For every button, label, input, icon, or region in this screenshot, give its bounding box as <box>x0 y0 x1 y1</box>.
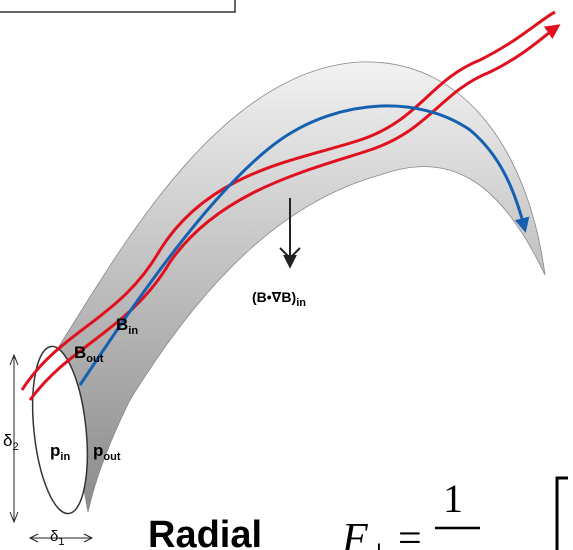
formula: = <box>398 516 422 550</box>
bracket <box>555 476 568 550</box>
label: pin <box>50 441 70 463</box>
label: Bout <box>74 343 104 365</box>
label: Bin <box>116 315 138 337</box>
label: pout <box>93 441 121 463</box>
frame <box>0 0 236 13</box>
label: δ1 <box>50 528 64 548</box>
field-line-out <box>20 10 556 391</box>
formula: 1 <box>443 476 463 521</box>
formula: F⊥ <box>341 516 390 550</box>
tube-end <box>31 345 89 515</box>
label: (B•∇B)in <box>252 289 306 309</box>
delta1-arrow <box>28 533 94 543</box>
caption: Radial <box>148 514 262 550</box>
field-line-in <box>78 104 530 386</box>
field-line-out <box>28 24 561 401</box>
tension-arrow <box>279 247 301 260</box>
label: δ2 <box>3 431 19 453</box>
delta2-arrow <box>9 353 19 524</box>
